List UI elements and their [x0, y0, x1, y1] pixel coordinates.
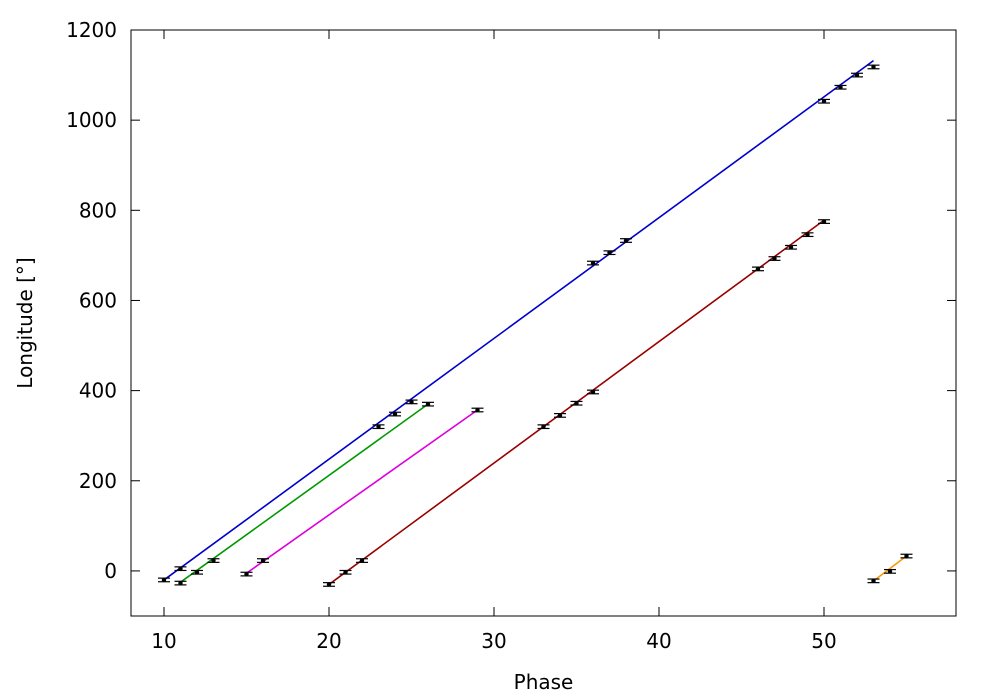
data-point — [834, 84, 847, 90]
data-point-marker — [392, 411, 398, 417]
data-point-marker — [557, 413, 563, 418]
data-point — [207, 558, 220, 563]
x-tick-label: 40 — [646, 629, 671, 653]
data-point-marker — [805, 232, 810, 237]
data-point — [356, 558, 368, 563]
data-point-marker — [871, 578, 876, 584]
data-point-marker — [623, 238, 629, 243]
y-tick-label: 0 — [104, 559, 117, 583]
data-point — [587, 260, 599, 266]
series-line-3 — [246, 409, 478, 574]
data-point-marker — [887, 569, 893, 574]
x-tick-label: 30 — [481, 629, 506, 653]
y-tick-label: 200 — [79, 469, 117, 493]
data-point-marker — [788, 245, 794, 250]
data-point — [405, 399, 418, 405]
data-point — [768, 256, 781, 261]
data-point-marker — [326, 582, 332, 587]
data-point-marker — [178, 580, 183, 586]
data-point-marker — [772, 256, 777, 261]
series-line-1 — [163, 60, 874, 581]
data-point — [257, 558, 269, 563]
data-point — [323, 582, 335, 587]
data-point-marker — [590, 389, 596, 395]
data-point — [191, 569, 203, 575]
data-point-marker — [178, 566, 183, 571]
data-point-marker — [904, 553, 909, 559]
data-point-marker — [425, 401, 431, 407]
data-point — [752, 266, 764, 272]
x-tick-label: 50 — [811, 629, 836, 653]
data-point — [785, 244, 797, 250]
data-point-marker — [607, 250, 612, 255]
data-point — [422, 401, 434, 407]
data-point — [867, 64, 880, 70]
data-point-marker — [854, 72, 860, 78]
data-point-marker — [376, 424, 381, 429]
data-point-marker — [755, 266, 761, 272]
data-point — [900, 553, 913, 559]
data-point — [587, 389, 599, 395]
data-point-marker — [541, 424, 546, 429]
data-point — [867, 578, 880, 584]
data-point — [851, 72, 863, 78]
data-point — [174, 580, 187, 586]
data-point-marker — [244, 571, 249, 577]
x-tick-label: 20 — [316, 629, 341, 653]
y-tick-label: 800 — [79, 198, 117, 222]
data-point — [884, 568, 896, 574]
data-point-marker — [871, 64, 876, 70]
data-point — [620, 238, 632, 243]
data-point — [389, 411, 401, 417]
data-point — [818, 219, 830, 224]
series-line-2 — [180, 403, 429, 583]
data-point — [801, 232, 814, 238]
plot-area — [158, 60, 913, 587]
data-point — [158, 577, 170, 583]
data-point-marker — [211, 558, 216, 563]
x-axis-title: Phase — [514, 670, 574, 694]
data-point-marker — [574, 401, 579, 406]
y-tick-label: 400 — [79, 379, 117, 403]
data-point-marker — [260, 558, 266, 563]
axis-ticks: 10 20 30 40 50 0 200 400 600 800 1000 1200 — [66, 18, 956, 653]
data-point-marker — [409, 399, 414, 405]
y-tick-label: 600 — [79, 288, 117, 312]
data-point — [339, 569, 352, 575]
data-point-marker — [194, 570, 200, 575]
data-point-marker — [821, 219, 827, 224]
data-point-marker — [838, 85, 843, 90]
y-tick-label: 1200 — [66, 18, 117, 42]
data-point — [174, 566, 187, 572]
data-point-marker — [475, 407, 480, 413]
data-point — [570, 400, 583, 406]
data-point-marker — [161, 577, 167, 583]
data-point-marker — [821, 99, 827, 104]
data-point — [240, 571, 253, 577]
x-tick-label: 10 — [151, 629, 176, 653]
plot-frame — [130, 29, 957, 617]
data-point — [603, 250, 616, 256]
y-tick-label: 1000 — [66, 108, 117, 132]
data-point — [818, 98, 830, 104]
y-axis-title: Longitude [°] — [13, 257, 37, 388]
data-point-marker — [590, 260, 596, 266]
data-point — [471, 407, 484, 413]
data-point — [554, 413, 566, 418]
data-point — [372, 424, 385, 430]
series-line-5 — [873, 555, 907, 582]
data-point — [537, 424, 550, 430]
data-point-marker — [359, 558, 365, 563]
data-point-marker — [343, 570, 348, 575]
